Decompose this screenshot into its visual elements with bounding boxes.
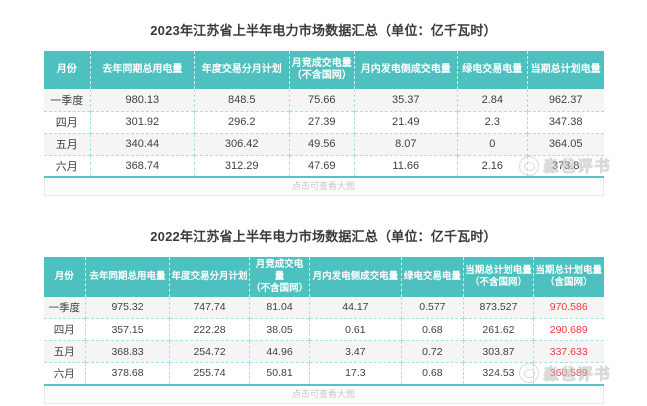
cell-value: 0.61 bbox=[308, 318, 402, 341]
cell-value: 373.8 bbox=[526, 154, 604, 177]
column-header: 当期总计划电量 bbox=[526, 51, 604, 89]
cell-value: 368.83 bbox=[85, 340, 170, 363]
cell-value: 378.68 bbox=[85, 362, 170, 385]
table-2023-header: 月份 去年同期总用电量 年度交易分月计划 月竞成交电量 （不含国网） 月内发电侧成交电量… bbox=[43, 51, 604, 89]
table-2022-header: 月份 去年同期总用电量 年度交易分月计划 月竞成交电量 （不含国网） 月内发电侧成交电量… bbox=[43, 257, 604, 297]
cell-value: 368.74 bbox=[90, 154, 195, 177]
cell-value: 17.3 bbox=[308, 362, 402, 385]
cell-value: 975.32 bbox=[85, 296, 170, 319]
cell-value: 290.689 bbox=[532, 318, 604, 341]
cell-value: 970.586 bbox=[532, 296, 604, 319]
cell-value: 21.49 bbox=[353, 110, 458, 133]
column-header: 月内发电侧成交电量 bbox=[308, 257, 402, 297]
cell-value: 255.74 bbox=[168, 362, 250, 385]
cell-value: 303.87 bbox=[462, 340, 534, 363]
cell-value: 8.07 bbox=[353, 132, 458, 155]
table-row: 六月 368.74 312.29 47.69 11.66 2.16 373.8 bbox=[43, 154, 604, 177]
cell-value: 254.72 bbox=[168, 340, 250, 363]
cell-value: 848.5 bbox=[193, 89, 290, 111]
table-2023: 月份 去年同期总用电量 年度交易分月计划 月竞成交电量 （不含国网） 月内发电侧成交电量… bbox=[43, 51, 604, 178]
table-row: 六月 378.68 255.74 50.81 17.3 0.68 324.53 360.589 bbox=[43, 362, 604, 385]
cell-value: 0 bbox=[456, 132, 528, 155]
cell-value: 44.17 bbox=[308, 296, 402, 319]
cell-value: 980.13 bbox=[90, 89, 195, 111]
cell-value: 340.44 bbox=[90, 132, 195, 155]
cell-value: 44.96 bbox=[249, 340, 310, 363]
table-row: 一季度 975.32 747.74 81.04 44.17 0.577 873.527 970… bbox=[43, 296, 604, 319]
cell-value: 0.577 bbox=[400, 296, 464, 319]
row-label: 四月 bbox=[43, 110, 91, 133]
row-label: 五月 bbox=[43, 132, 91, 155]
section-2023: 2023年江苏省上半年电力市场数据汇总（单位：亿千瓦时） 月份 去年同期总用电量年… bbox=[43, 0, 610, 196]
cell-value: 296.2 bbox=[193, 110, 290, 133]
header-row: 月份 去年同期总用电量 年度交易分月计划 月竞成交电量 （不含国网） 月内发电侧成交电量… bbox=[43, 257, 604, 297]
cell-value: 873.527 bbox=[462, 296, 534, 319]
cell-value: 81.04 bbox=[249, 296, 310, 319]
cell-value: 2.3 bbox=[456, 110, 528, 133]
column-header: 去年同期总用电量 bbox=[85, 257, 170, 297]
cell-value: 324.53 bbox=[462, 362, 534, 385]
cell-value: 962.37 bbox=[526, 89, 604, 111]
table-row: 五月 368.83 254.72 44.96 3.47 0.72 303.87 337.633 bbox=[43, 340, 604, 363]
table-row: 四月 357.15 222.28 38.05 0.61 0.68 261.62 290.689 bbox=[43, 318, 604, 341]
column-header: 年度交易分月计划 bbox=[168, 257, 250, 297]
cell-value: 2.84 bbox=[456, 89, 528, 111]
row-label: 一季度 bbox=[48, 301, 81, 314]
row-label: 五月 bbox=[43, 340, 86, 363]
cell-value: 364.05 bbox=[526, 132, 604, 155]
cell-value: 337.633 bbox=[532, 340, 604, 363]
table-2022-title: 2022年江苏省上半年电力市场数据汇总（单位：亿千瓦时） bbox=[150, 229, 497, 244]
cell-value: 306.42 bbox=[193, 132, 290, 155]
cell-value: 11.66 bbox=[353, 154, 458, 177]
table-2022-body: 一季度 975.32 747.74 81.04 44.17 0.577 873.527 970… bbox=[43, 296, 604, 385]
section-2022: 2022年江苏省上半年电力市场数据汇总（单位：亿千瓦时） 月份 去年同期总用电量年… bbox=[43, 226, 610, 404]
cell-value: 360.589 bbox=[532, 362, 604, 385]
header-row: 月份 去年同期总用电量 年度交易分月计划 月竞成交电量 （不含国网） 月内发电侧成交电量… bbox=[43, 51, 604, 89]
view-large-image-link[interactable]: 点击可查看大图 bbox=[43, 178, 604, 196]
cell-value: 27.39 bbox=[288, 110, 355, 133]
cell-value: 50.81 bbox=[249, 362, 310, 385]
row-label: 六月 bbox=[43, 154, 91, 177]
cell-value: 747.74 bbox=[168, 296, 250, 319]
table-row: 一季度 980.13 848.5 75.66 35.37 2.84 962.37 bbox=[43, 89, 604, 111]
column-header: 年度交易分月计划 bbox=[193, 51, 290, 89]
column-header: 月竞成交电量 （不含国网） bbox=[288, 51, 355, 89]
cell-value: 301.92 bbox=[90, 110, 195, 133]
column-header: 月份 bbox=[43, 51, 91, 89]
column-header: 月竞成交电量 （不含国网） bbox=[249, 257, 310, 297]
cell-value: 3.47 bbox=[308, 340, 402, 363]
cell-value: 312.29 bbox=[193, 154, 290, 177]
table-row: 五月 340.44 306.42 49.56 8.07 0 364.05 bbox=[43, 132, 604, 155]
table-2022: 月份 去年同期总用电量 年度交易分月计划 月竞成交电量 （不含国网） 月内发电侧成交电量… bbox=[43, 257, 604, 386]
cell-value: 75.66 bbox=[288, 89, 355, 111]
column-header: 当期总计划电量 （不含国网） bbox=[462, 257, 534, 297]
cell-value: 0.72 bbox=[400, 340, 464, 363]
table-row: 四月 301.92 296.2 27.39 21.49 2.3 347.38 bbox=[43, 110, 604, 133]
column-header: 绿电交易电量 bbox=[400, 257, 464, 297]
cell-value: 47.69 bbox=[288, 154, 355, 177]
column-header: 月内发电侧成交电量 bbox=[353, 51, 458, 89]
cell-value: 2.16 bbox=[456, 154, 528, 177]
cell-value: 0.68 bbox=[400, 318, 464, 341]
cell-value: 35.37 bbox=[353, 89, 458, 111]
view-large-image-link[interactable]: 点击可查看大图 bbox=[43, 385, 604, 404]
cell-value: 49.56 bbox=[288, 132, 355, 155]
row-label: 四月 bbox=[43, 318, 86, 341]
cell-value: 222.28 bbox=[168, 318, 250, 341]
row-label: 六月 bbox=[43, 362, 86, 385]
cell-value: 38.05 bbox=[249, 318, 310, 341]
column-header: 当期总计划电量 （含国网） bbox=[532, 257, 604, 297]
column-header: 去年同期总用电量 bbox=[90, 51, 195, 89]
cell-value: 357.15 bbox=[85, 318, 170, 341]
column-header: 绿电交易电量 bbox=[456, 51, 528, 89]
row-label: 一季度 bbox=[50, 94, 84, 107]
cell-value: 0.68 bbox=[400, 362, 464, 385]
cell-value: 347.38 bbox=[526, 110, 604, 133]
cell-value: 261.62 bbox=[462, 318, 534, 341]
table-2023-title: 2023年江苏省上半年电力市场数据汇总（单位：亿千瓦时） bbox=[150, 23, 497, 38]
column-header: 月份 bbox=[43, 257, 86, 297]
table-2023-body: 一季度 980.13 848.5 75.66 35.37 2.84 962.37 四月 301.… bbox=[43, 89, 604, 177]
